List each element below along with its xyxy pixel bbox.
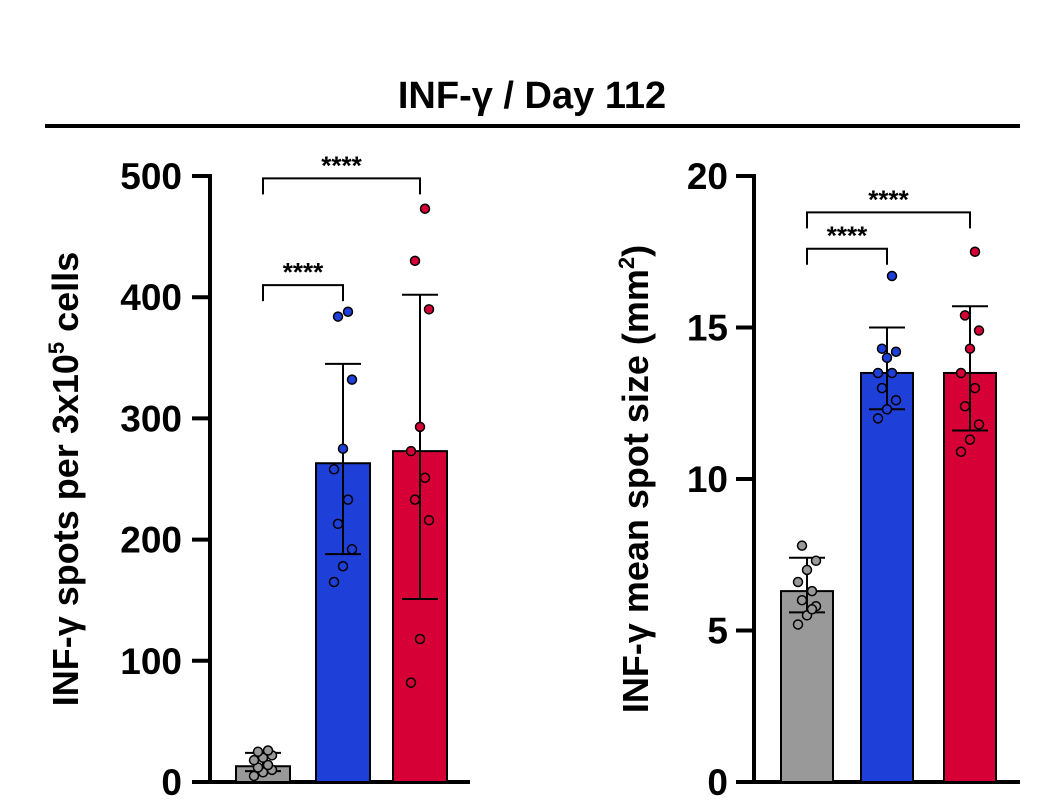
data-point [419,203,431,214]
data-point [973,325,985,336]
bar [392,450,448,783]
y-axis-label-superscript: 5 [44,342,69,354]
data-point [332,311,344,322]
data-point [959,401,971,412]
data-point [964,434,976,445]
data-point [876,382,888,394]
figure-title: INF-γ / Day 112 [398,75,666,117]
data-point [806,585,818,597]
data-point [248,770,260,782]
y-axis-label-tail: cells [45,252,86,342]
y-axis-label-superscript: 2 [614,257,639,269]
y-tick-label: 300 [120,398,182,439]
significance-bracket [806,211,971,229]
data-point [969,382,981,394]
data-point [973,419,985,430]
y-axis-label-tail: ) [615,245,656,257]
data-point [792,619,804,630]
y-tick-label: 400 [120,277,182,318]
data-point [262,745,274,756]
y-tick-label: 0 [707,762,728,803]
y-tick-label: 200 [120,520,182,561]
data-point [337,443,349,454]
spot-size-chart: 0 5 10 15 20 INF-γ mean spot size (mm2) ******… [614,156,1020,803]
data-point [332,518,344,530]
significance-label: **** [827,221,868,251]
data-point [423,514,435,526]
data-point [964,343,976,354]
data-point [252,746,264,757]
y-tick-label: 10 [687,459,728,500]
y-tick-label: 100 [120,641,182,682]
data-point [337,561,349,572]
data-point [346,374,358,385]
y-tick-label: 500 [120,156,182,197]
data-point [262,759,274,771]
data-point [423,304,435,315]
data-point [890,346,902,357]
data-point [872,413,884,424]
data-point [955,367,967,379]
data-point [886,367,898,379]
y-axis-label-main: INF-γ mean spot size (mm [615,269,656,713]
data-point [328,576,340,588]
data-point [342,494,354,505]
data-point [414,421,426,433]
data-point [796,594,808,606]
data-point [796,540,808,551]
data-point [792,576,804,588]
y-axis-label: INF-γ spots per 3x105 cells [44,252,86,706]
data-point [248,754,260,766]
data-point [409,494,421,505]
data-point [328,464,340,475]
y-tick-label: 20 [687,156,728,197]
data-point [342,306,354,317]
spots-chart: 0 100 200 300 400 500 INF-γ spots per 3x105 ce… [44,150,470,803]
data-point [881,404,893,415]
significance-label: **** [283,257,324,287]
data-point [409,255,421,267]
data-point [405,677,417,688]
significance-bracket [262,284,344,302]
data-point [419,472,431,484]
y-tick-label: 5 [707,611,728,652]
data-point [959,310,971,321]
bar [860,371,914,783]
bar [315,462,371,783]
significance-bracket [806,247,888,265]
significance-label: **** [321,150,362,180]
significance-label: **** [868,184,909,214]
bar [780,590,834,783]
data-point [969,246,981,257]
data-point [876,343,888,354]
y-axis-label-main: INF-γ spots per 3x10 [45,354,86,706]
data-point [955,446,967,457]
data-point [881,352,893,364]
y-tick-label: 0 [161,762,182,803]
data-point [801,564,813,576]
data-point [346,544,358,555]
y-tick-label: 15 [687,308,728,349]
data-point [806,604,818,615]
data-point [405,445,417,457]
data-point [872,367,884,379]
data-point [890,394,902,406]
bar [943,371,997,783]
data-point [886,270,898,282]
significance-bracket [262,177,421,195]
y-axis-label: INF-γ mean spot size (mm2) [614,245,656,713]
data-point [414,633,426,645]
data-point [810,555,822,567]
